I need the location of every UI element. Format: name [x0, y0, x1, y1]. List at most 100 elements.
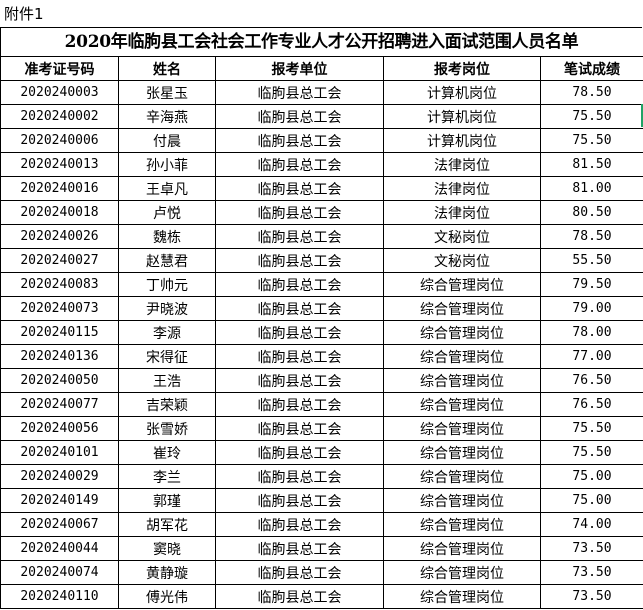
cell-unit[interactable]: 临朐县总工会: [215, 80, 384, 105]
cell-name[interactable]: 张雪娇: [118, 416, 216, 441]
cell-score[interactable]: 75.00: [540, 464, 643, 489]
cell-unit[interactable]: 临朐县总工会: [215, 248, 384, 273]
cell-position[interactable]: 综合管理岗位: [383, 440, 541, 465]
cell-exam-id[interactable]: 2020240067: [0, 512, 119, 537]
cell-name[interactable]: 辛海燕: [118, 104, 216, 129]
cell-score[interactable]: 76.50: [540, 368, 643, 393]
cell-name[interactable]: 丁帅元: [118, 272, 216, 297]
cell-position[interactable]: 综合管理岗位: [383, 272, 541, 297]
cell-position[interactable]: 综合管理岗位: [383, 320, 541, 345]
cell-score[interactable]: 55.50: [540, 248, 643, 273]
cell-position[interactable]: 法律岗位: [383, 152, 541, 177]
cell-unit[interactable]: 临朐县总工会: [215, 272, 384, 297]
cell-exam-id[interactable]: 2020240101: [0, 440, 119, 465]
cell-position[interactable]: 法律岗位: [383, 200, 541, 225]
cell-exam-id[interactable]: 2020240013: [0, 152, 119, 177]
cell-unit[interactable]: 临朐县总工会: [215, 128, 384, 153]
cell-name[interactable]: 傅光伟: [118, 584, 216, 609]
cell-unit[interactable]: 临朐县总工会: [215, 320, 384, 345]
cell-name[interactable]: 孙小菲: [118, 152, 216, 177]
cell-score[interactable]: 73.50: [540, 536, 643, 561]
cell-position[interactable]: 计算机岗位: [383, 80, 541, 105]
cell-position[interactable]: 综合管理岗位: [383, 344, 541, 369]
cell-position[interactable]: 综合管理岗位: [383, 368, 541, 393]
cell-position[interactable]: 综合管理岗位: [383, 584, 541, 609]
cell-unit[interactable]: 临朐县总工会: [215, 344, 384, 369]
cell-exam-id[interactable]: 2020240083: [0, 272, 119, 297]
cell-exam-id[interactable]: 2020240044: [0, 536, 119, 561]
cell-position[interactable]: 综合管理岗位: [383, 536, 541, 561]
cell-unit[interactable]: 临朐县总工会: [215, 512, 384, 537]
cell-name[interactable]: 尹晓波: [118, 296, 216, 321]
cell-exam-id[interactable]: 2020240027: [0, 248, 119, 273]
cell-score[interactable]: 79.50: [540, 272, 643, 297]
cell-exam-id[interactable]: 2020240074: [0, 560, 119, 585]
cell-score[interactable]: 77.00: [540, 344, 643, 369]
cell-unit[interactable]: 临朐县总工会: [215, 368, 384, 393]
cell-position[interactable]: 文秘岗位: [383, 224, 541, 249]
cell-unit[interactable]: 临朐县总工会: [215, 176, 384, 201]
cell-name[interactable]: 张星玉: [118, 80, 216, 105]
cell-position[interactable]: 综合管理岗位: [383, 488, 541, 513]
cell-score[interactable]: 78.50: [540, 80, 643, 105]
cell-exam-id[interactable]: 2020240073: [0, 296, 119, 321]
cell-unit[interactable]: 临朐县总工会: [215, 392, 384, 417]
cell-position[interactable]: 文秘岗位: [383, 248, 541, 273]
cell-exam-id[interactable]: 2020240110: [0, 584, 119, 609]
cell-unit[interactable]: 临朐县总工会: [215, 488, 384, 513]
cell-exam-id[interactable]: 2020240029: [0, 464, 119, 489]
cell-score[interactable]: 75.00: [540, 488, 643, 513]
cell-unit[interactable]: 临朐县总工会: [215, 560, 384, 585]
cell-name[interactable]: 吉荣颖: [118, 392, 216, 417]
cell-score[interactable]: 79.00: [540, 296, 643, 321]
cell-score[interactable]: 76.50: [540, 392, 643, 417]
cell-unit[interactable]: 临朐县总工会: [215, 200, 384, 225]
cell-exam-id[interactable]: 2020240050: [0, 368, 119, 393]
cell-score[interactable]: 73.50: [540, 584, 643, 609]
cell-unit[interactable]: 临朐县总工会: [215, 152, 384, 177]
cell-score[interactable]: 81.50: [540, 152, 643, 177]
cell-name[interactable]: 卢悦: [118, 200, 216, 225]
cell-score[interactable]: 78.50: [540, 224, 643, 249]
cell-position[interactable]: 综合管理岗位: [383, 560, 541, 585]
cell-position[interactable]: 综合管理岗位: [383, 296, 541, 321]
cell-score[interactable]: 74.00: [540, 512, 643, 537]
cell-score[interactable]: 78.00: [540, 320, 643, 345]
cell-unit[interactable]: 临朐县总工会: [215, 440, 384, 465]
cell-score[interactable]: 75.50: [540, 440, 643, 465]
cell-position[interactable]: 综合管理岗位: [383, 464, 541, 489]
cell-position[interactable]: 法律岗位: [383, 176, 541, 201]
cell-exam-id[interactable]: 2020240136: [0, 344, 119, 369]
cell-score[interactable]: 75.50: [540, 104, 643, 129]
cell-position[interactable]: 计算机岗位: [383, 128, 541, 153]
cell-name[interactable]: 李源: [118, 320, 216, 345]
cell-exam-id[interactable]: 2020240026: [0, 224, 119, 249]
cell-score[interactable]: 75.50: [540, 128, 643, 153]
cell-unit[interactable]: 临朐县总工会: [215, 536, 384, 561]
cell-score[interactable]: 73.50: [540, 560, 643, 585]
cell-position[interactable]: 计算机岗位: [383, 104, 541, 129]
cell-unit[interactable]: 临朐县总工会: [215, 464, 384, 489]
cell-position[interactable]: 综合管理岗位: [383, 512, 541, 537]
cell-name[interactable]: 郭瑾: [118, 488, 216, 513]
cell-name[interactable]: 王卓凡: [118, 176, 216, 201]
cell-name[interactable]: 魏栋: [118, 224, 216, 249]
cell-score[interactable]: 80.50: [540, 200, 643, 225]
cell-name[interactable]: 付晨: [118, 128, 216, 153]
cell-unit[interactable]: 临朐县总工会: [215, 584, 384, 609]
cell-name[interactable]: 宋得征: [118, 344, 216, 369]
cell-exam-id[interactable]: 2020240077: [0, 392, 119, 417]
cell-name[interactable]: 李兰: [118, 464, 216, 489]
cell-exam-id[interactable]: 2020240149: [0, 488, 119, 513]
cell-name[interactable]: 胡军花: [118, 512, 216, 537]
cell-exam-id[interactable]: 2020240016: [0, 176, 119, 201]
cell-unit[interactable]: 临朐县总工会: [215, 416, 384, 441]
cell-name[interactable]: 赵慧君: [118, 248, 216, 273]
cell-score[interactable]: 75.50: [540, 416, 643, 441]
cell-exam-id[interactable]: 2020240115: [0, 320, 119, 345]
cell-score[interactable]: 81.00: [540, 176, 643, 201]
cell-name[interactable]: 黄静璇: [118, 560, 216, 585]
cell-exam-id[interactable]: 2020240003: [0, 80, 119, 105]
cell-exam-id[interactable]: 2020240006: [0, 128, 119, 153]
cell-name[interactable]: 崔玲: [118, 440, 216, 465]
